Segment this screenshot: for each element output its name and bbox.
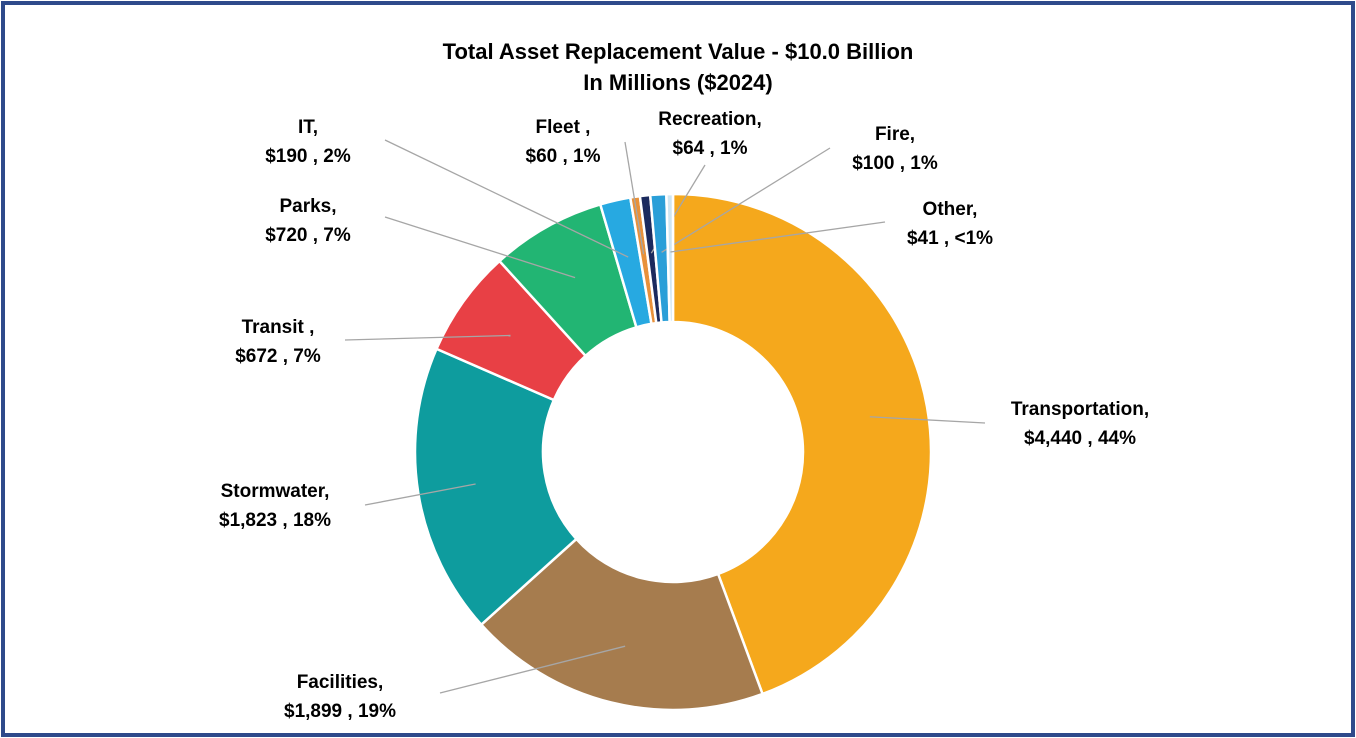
leader-line	[439, 645, 626, 694]
slice	[665, 192, 675, 324]
category-label: Recreation,	[658, 109, 761, 130]
value-label: $60 , 1%	[526, 146, 601, 167]
category-label: Transportation,	[1011, 399, 1149, 420]
value-label: $1,899 , 19%	[284, 701, 396, 722]
leader-line	[869, 416, 986, 424]
value-label: $64 , 1%	[673, 138, 748, 159]
value-label: $41 , <1%	[907, 228, 993, 249]
category-label: Fleet ,	[536, 117, 591, 138]
chart-title: Total Asset Replacement Value - $10.0 Bi…	[443, 39, 914, 64]
category-label: Facilities,	[297, 672, 384, 693]
value-label: $1,823 , 18%	[219, 510, 331, 531]
leader-line	[670, 221, 886, 253]
category-label: Stormwater,	[221, 481, 330, 502]
leader-line	[384, 139, 629, 258]
category-label: Parks,	[279, 196, 336, 217]
category-label: IT,	[298, 117, 318, 138]
value-label: $100 , 1%	[852, 153, 938, 174]
value-label: $672 , 7%	[235, 346, 321, 367]
category-label: Fire,	[875, 124, 915, 145]
leader-line	[364, 483, 476, 506]
value-label: $190 , 2%	[265, 146, 351, 167]
leader-line	[384, 216, 576, 279]
slice	[671, 192, 933, 696]
leader-line	[624, 141, 645, 255]
slice	[413, 347, 579, 627]
category-label: Other,	[923, 199, 978, 220]
value-label: $720 , 7%	[265, 225, 351, 246]
category-label: Transit ,	[242, 317, 315, 338]
chart-subtitle: In Millions ($2024)	[583, 70, 773, 95]
leader-line	[661, 147, 831, 253]
value-label: $4,440 , 44%	[1024, 428, 1136, 449]
slice	[479, 537, 765, 712]
leader-line	[344, 334, 511, 341]
